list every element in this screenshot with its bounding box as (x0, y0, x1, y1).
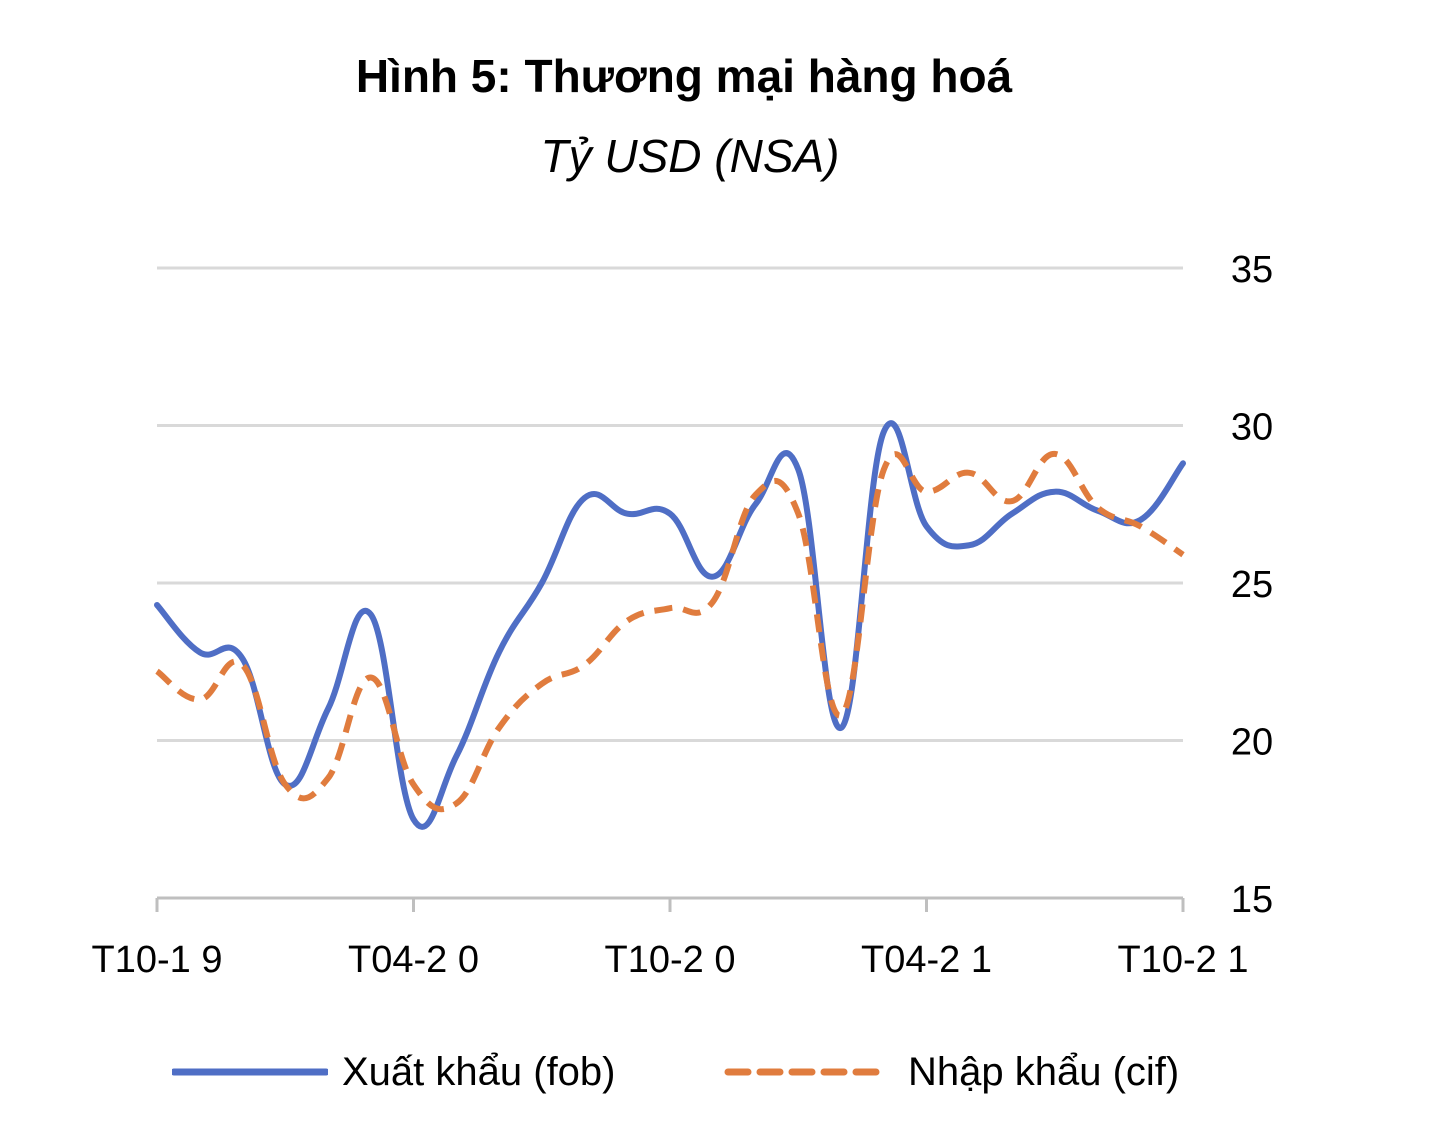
legend-swatch-dashed-line (724, 1068, 880, 1076)
gridlines (157, 266, 1183, 742)
legend-label-imports: Nhập khẩu (cif) (908, 1050, 1180, 1094)
legend-item-exports: Xuất khẩu (fob) (172, 1042, 616, 1102)
x-tick-label: T10-1 9 (92, 939, 223, 981)
x-tick-label: T10-2 0 (605, 939, 736, 981)
y-tick-label: 30 (1231, 407, 1273, 449)
legend: Xuất khẩu (fob) Nhập khẩu (cif) (0, 1042, 1454, 1102)
y-tick-label: 15 (1231, 879, 1273, 921)
legend-label-exports: Xuất khẩu (fob) (342, 1050, 616, 1094)
x-tick-label: T04-2 1 (861, 939, 992, 981)
series-lines (154, 420, 1186, 830)
x-tick-label: T10-2 1 (1118, 939, 1249, 981)
y-tick-label: 20 (1231, 722, 1273, 764)
series-line-exports (154, 420, 1186, 830)
chart-title: Hình 5: Thương mại hàng hoá (355, 50, 1013, 102)
y-axis-tick-labels: 15 20 25 30 35 (1231, 249, 1273, 921)
y-tick-label: 25 (1231, 564, 1273, 606)
legend-swatch-solid-line (172, 1068, 328, 1076)
chart-subtitle: Tỷ USD (NSA) (540, 130, 840, 182)
x-axis-tick-labels: T10-1 9 T04-2 0 T10-2 0 T04-2 1 T10-2 1 (92, 939, 1249, 981)
x-tick-label: T04-2 0 (348, 939, 479, 981)
y-tick-label: 35 (1231, 249, 1273, 291)
series-line-imports (155, 450, 1185, 813)
legend-item-imports: Nhập khẩu (cif) (724, 1042, 1179, 1102)
x-axis (155, 896, 1185, 912)
